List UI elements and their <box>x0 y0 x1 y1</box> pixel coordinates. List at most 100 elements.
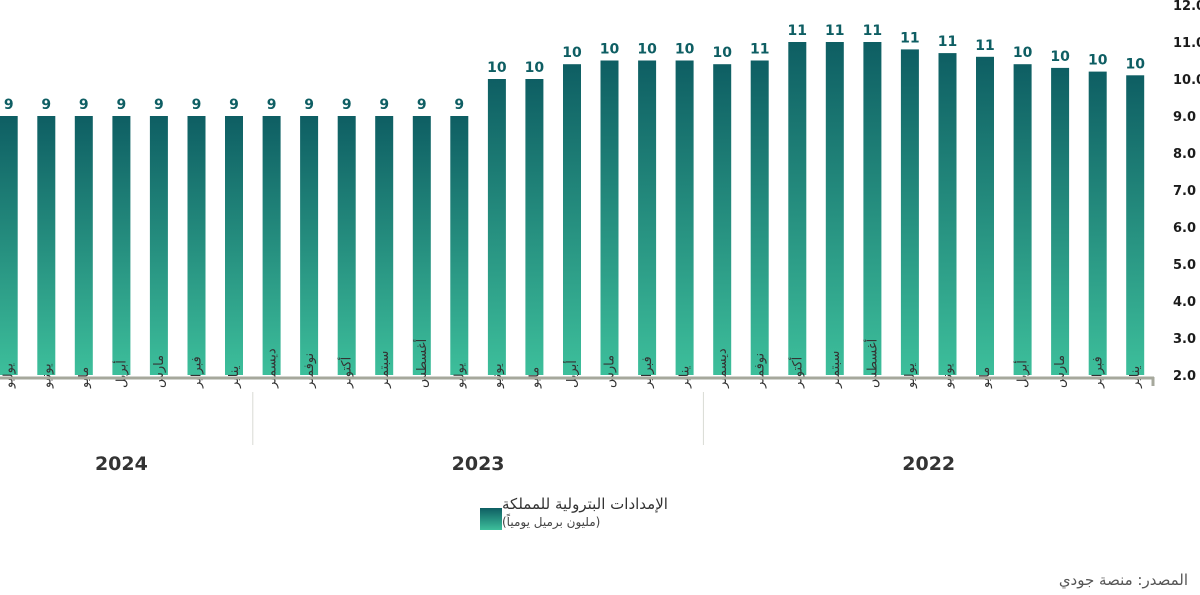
data-label: 10 <box>525 60 545 76</box>
data-label: 10 <box>487 60 507 76</box>
x-tick-label: فبراير <box>1091 356 1106 389</box>
x-tick-label: مارس <box>603 355 618 388</box>
x-tick-label: ديسمبر <box>715 348 730 389</box>
bar <box>337 116 356 375</box>
x-tick-label: نوفمبر <box>302 353 317 389</box>
bar <box>638 60 657 375</box>
x-tick-label: مارس <box>1053 355 1068 388</box>
bar <box>1013 64 1032 375</box>
x-tick-label: أغسطس <box>413 339 430 388</box>
data-label: 11 <box>863 23 882 39</box>
data-label: 9 <box>342 97 352 113</box>
x-tick-label: ديسمبر <box>265 348 280 389</box>
bar <box>262 116 281 375</box>
y-tick-label: 6.0 <box>1173 221 1196 236</box>
x-tick-label: أكتوبر <box>788 357 805 389</box>
legend: الإمدادات البترولية للمملكة (مليون برميل… <box>470 494 668 531</box>
y-tick-label: 8.0 <box>1173 147 1196 162</box>
bar <box>0 116 18 375</box>
bar <box>300 116 319 375</box>
bar <box>375 116 394 375</box>
legend-title: الإمدادات البترولية للمملكة <box>502 495 668 513</box>
data-label: 11 <box>938 34 957 50</box>
data-label: 10 <box>1088 53 1108 69</box>
year-label: 2022 <box>902 453 955 475</box>
y-tick-label: 7.0 <box>1173 184 1196 199</box>
year-label: 2023 <box>452 453 505 475</box>
data-label: 9 <box>154 97 164 113</box>
legend-subtitle: (مليون برميل يومياً) <box>502 515 601 529</box>
x-tick-label: أبريل <box>112 360 129 388</box>
bar <box>412 116 431 375</box>
source-note: المصدر: منصة جودي <box>1058 571 1188 589</box>
x-tick-label: سبتمبر <box>828 351 843 389</box>
data-label: 11 <box>825 23 844 39</box>
x-tick-label: أغسطس <box>863 339 880 388</box>
data-label: 10 <box>600 42 620 58</box>
x-tick-label: يوليو <box>2 363 17 389</box>
y-tick-label: 9.0 <box>1173 110 1196 125</box>
y-tick-label: 2.0 <box>1173 369 1196 384</box>
legend-swatch <box>480 508 502 530</box>
data-label: 9 <box>41 97 51 113</box>
y-tick-label: 3.0 <box>1173 332 1196 347</box>
data-label: 10 <box>712 45 732 61</box>
x-tick-label: يوليو <box>452 363 467 389</box>
y-tick-label: 10.0 <box>1173 73 1200 88</box>
x-tick-label: أكتوبر <box>338 357 355 389</box>
data-label: 10 <box>562 45 582 61</box>
x-tick-label: يوليو <box>903 363 918 389</box>
y-tick-label: 12.0 <box>1173 0 1200 14</box>
x-tick-label: فبراير <box>640 356 655 389</box>
data-label: 9 <box>79 97 89 113</box>
bar <box>713 64 732 375</box>
data-label: 11 <box>750 42 769 58</box>
data-label: 9 <box>417 97 427 113</box>
bar <box>525 79 544 375</box>
bar <box>863 42 882 375</box>
data-label: 9 <box>379 97 389 113</box>
bar <box>900 49 919 376</box>
data-label: 9 <box>454 97 464 113</box>
bar <box>938 53 957 375</box>
data-label: 11 <box>975 38 994 54</box>
x-tick-label: أبريل <box>1014 360 1031 388</box>
data-label: 11 <box>788 23 807 39</box>
data-label: 10 <box>675 42 695 58</box>
bar <box>74 116 93 375</box>
bar <box>37 116 56 375</box>
data-label: 10 <box>1050 49 1070 65</box>
x-tick-label: يونيو <box>490 363 505 389</box>
x-tick-label: يونيو <box>39 363 54 389</box>
data-label: 9 <box>267 97 277 113</box>
x-tick-label: نوفمبر <box>753 353 768 389</box>
bar <box>450 116 469 375</box>
bar <box>788 42 807 375</box>
x-tick-label: أبريل <box>563 360 580 388</box>
bar <box>187 116 206 375</box>
year-label: 2024 <box>95 453 148 475</box>
bar <box>1088 71 1107 375</box>
bar <box>563 64 581 375</box>
bar <box>112 116 131 375</box>
y-tick-label: 4.0 <box>1173 295 1196 310</box>
bar <box>750 60 769 375</box>
x-tick-label: سبتمبر <box>377 351 392 389</box>
data-label: 10 <box>1013 45 1033 61</box>
data-label: 9 <box>304 97 314 113</box>
bar <box>225 116 243 375</box>
data-label: 10 <box>1125 56 1145 72</box>
bar <box>976 56 994 376</box>
x-tick-label: مارس <box>152 355 167 388</box>
data-label: 9 <box>4 97 14 113</box>
data-label: 9 <box>117 97 127 113</box>
bar <box>1051 67 1070 376</box>
data-label: 9 <box>229 97 239 113</box>
bar <box>1126 75 1145 376</box>
bar <box>600 60 619 375</box>
y-tick-label: 5.0 <box>1173 258 1196 273</box>
bar <box>675 60 694 375</box>
x-tick-label: يونيو <box>941 363 956 389</box>
x-tick-label: فبراير <box>190 356 205 389</box>
